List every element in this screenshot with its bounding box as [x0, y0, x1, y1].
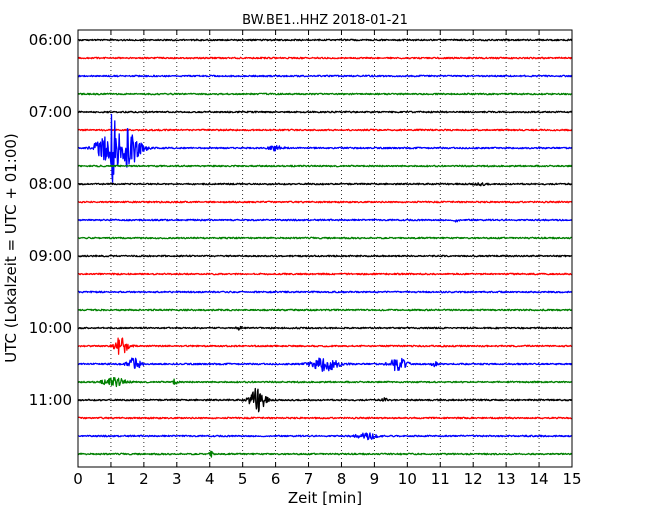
x-axis: 0 1 2 3 4 5 6 7 8 9 10 11 12 13 14 15 [73, 30, 582, 488]
y-tick-label: 09:00 [29, 247, 72, 265]
y-tick-label: 06:00 [29, 31, 72, 49]
x-tick-label: 15 [562, 470, 581, 488]
trace-0915 [77, 272, 573, 276]
trace-1045 [77, 376, 573, 388]
x-tick-label: 12 [464, 470, 483, 488]
y-axis: 06:00 07:00 08:00 09:00 10:00 11:00 [29, 31, 572, 409]
plot-frame [77, 29, 573, 468]
x-tick-label: 2 [139, 470, 149, 488]
y-tick-label: 08:00 [29, 175, 72, 193]
seismic-traces [77, 38, 573, 458]
trace-1145 [77, 450, 573, 458]
trace-0945 [77, 308, 573, 312]
x-tick-label: 7 [304, 470, 314, 488]
y-tick-label: 10:00 [29, 319, 72, 337]
y-axis-label: UTC (Lokalzeit = UTC + 01:00) [2, 133, 20, 363]
trace-1000 [77, 325, 573, 331]
chart-title: BW.BE1..HHZ 2018-01-21 [242, 13, 408, 28]
trace-0830 [77, 218, 573, 223]
trace-0900 [77, 254, 573, 258]
x-tick-label: 6 [271, 470, 281, 488]
trace-0930 [77, 290, 573, 294]
trace-0645 [77, 92, 573, 96]
trace-0800 [77, 182, 573, 187]
trace-0700 [77, 110, 573, 114]
x-tick-label: 0 [73, 470, 83, 488]
trace-0615 [77, 56, 573, 60]
trace-1015 [77, 337, 573, 355]
trace-0715 [77, 128, 573, 132]
x-tick-label: 8 [337, 470, 347, 488]
x-axis-label: Zeit [min] [288, 489, 362, 507]
x-tick-label: 11 [431, 470, 450, 488]
trace-0745 [77, 164, 573, 168]
x-tick-label: 1 [106, 470, 116, 488]
trace-1115 [77, 416, 573, 420]
grid-lines [110, 30, 540, 467]
trace-0600 [77, 38, 573, 42]
y-tick-label: 07:00 [29, 103, 72, 121]
x-tick-label: 14 [530, 470, 549, 488]
x-tick-label: 13 [497, 470, 516, 488]
x-tick-label: 3 [172, 470, 182, 488]
trace-0815 [77, 200, 573, 204]
trace-1030 [77, 357, 573, 372]
trace-1100 [77, 387, 573, 413]
trace-0845 [77, 236, 573, 240]
x-tick-label: 9 [370, 470, 380, 488]
y-tick-label: 11:00 [29, 391, 72, 409]
x-tick-label: 4 [205, 470, 215, 488]
x-tick-label: 5 [238, 470, 248, 488]
trace-0730 [77, 113, 573, 183]
x-tick-label: 10 [398, 470, 417, 488]
trace-0630 [77, 74, 573, 78]
trace-1130 [77, 432, 573, 441]
